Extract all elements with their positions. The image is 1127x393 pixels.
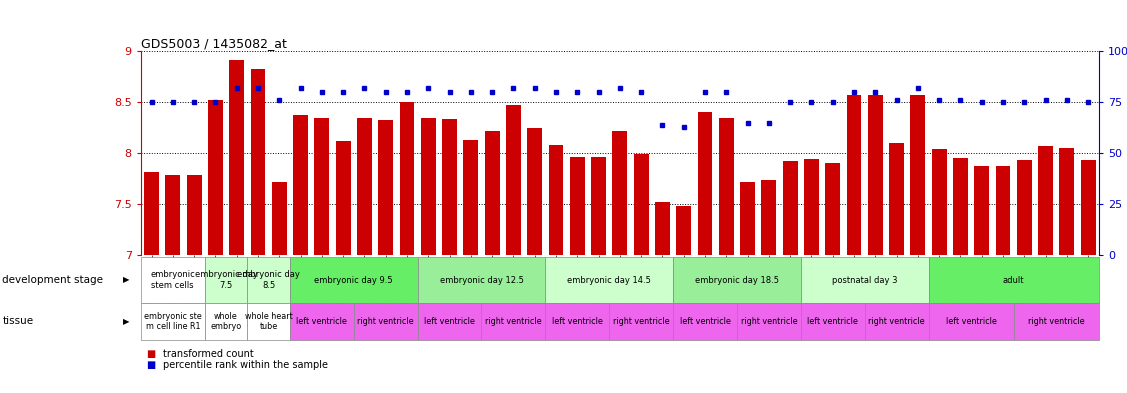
Bar xyxy=(762,180,777,255)
Bar xyxy=(336,141,350,255)
Text: adult: adult xyxy=(1003,275,1024,285)
Text: left ventricle: left ventricle xyxy=(424,317,474,326)
Text: percentile rank within the sample: percentile rank within the sample xyxy=(163,360,328,369)
Text: embryonic day
7.5: embryonic day 7.5 xyxy=(195,270,257,290)
Text: left ventricle: left ventricle xyxy=(680,317,730,326)
Bar xyxy=(591,157,606,255)
Bar xyxy=(1059,148,1074,255)
Bar xyxy=(250,70,266,255)
Text: left ventricle: left ventricle xyxy=(807,317,858,326)
Bar xyxy=(527,128,542,255)
Bar xyxy=(676,206,691,255)
Text: embryonic day
8.5: embryonic day 8.5 xyxy=(237,270,300,290)
Text: right ventricle: right ventricle xyxy=(613,317,669,326)
Bar xyxy=(889,143,904,255)
Bar xyxy=(698,112,712,255)
Text: embryonic ste
m cell line R1: embryonic ste m cell line R1 xyxy=(144,312,202,331)
Text: postnatal day 3: postnatal day 3 xyxy=(832,275,897,285)
Text: embryonic day 9.5: embryonic day 9.5 xyxy=(314,275,393,285)
Bar xyxy=(612,131,628,255)
Bar xyxy=(1081,160,1095,255)
Bar xyxy=(655,202,669,255)
Bar xyxy=(1017,160,1032,255)
Bar xyxy=(187,175,202,255)
Text: ▶: ▶ xyxy=(123,317,130,326)
Bar xyxy=(825,163,841,255)
Bar xyxy=(953,158,968,255)
Text: embryonic day 12.5: embryonic day 12.5 xyxy=(440,275,523,285)
Bar xyxy=(974,165,990,255)
Bar xyxy=(911,95,925,255)
Text: embryonic
stem cells: embryonic stem cells xyxy=(150,270,195,290)
Bar xyxy=(229,60,245,255)
Text: ■: ■ xyxy=(147,360,156,369)
Bar xyxy=(357,118,372,255)
Text: whole
embryo: whole embryo xyxy=(211,312,241,331)
Bar xyxy=(932,149,947,255)
Bar xyxy=(570,157,585,255)
Bar xyxy=(463,140,478,255)
Bar xyxy=(379,119,393,255)
Text: embryonic day 14.5: embryonic day 14.5 xyxy=(567,275,651,285)
Bar xyxy=(272,182,286,255)
Text: ▶: ▶ xyxy=(123,275,130,285)
Text: right ventricle: right ventricle xyxy=(740,317,797,326)
Text: right ventricle: right ventricle xyxy=(868,317,925,326)
Text: right ventricle: right ventricle xyxy=(485,317,542,326)
Text: tissue: tissue xyxy=(2,316,34,326)
Bar xyxy=(804,160,819,255)
Bar xyxy=(995,165,1011,255)
Bar xyxy=(420,118,436,255)
Text: whole heart
tube: whole heart tube xyxy=(245,312,293,331)
Bar xyxy=(166,175,180,255)
Bar xyxy=(207,100,223,255)
Text: left ventricle: left ventricle xyxy=(552,317,603,326)
Bar xyxy=(633,154,649,255)
Text: left ventricle: left ventricle xyxy=(946,317,996,326)
Bar xyxy=(549,145,564,255)
Bar xyxy=(846,95,861,255)
Text: right ventricle: right ventricle xyxy=(357,317,414,326)
Bar xyxy=(740,182,755,255)
Text: left ventricle: left ventricle xyxy=(296,317,347,326)
Text: transformed count: transformed count xyxy=(163,349,255,359)
Bar xyxy=(144,172,159,255)
Bar xyxy=(485,131,499,255)
Bar xyxy=(782,162,798,255)
Text: development stage: development stage xyxy=(2,275,104,285)
Bar xyxy=(442,119,458,255)
Text: right ventricle: right ventricle xyxy=(1028,317,1084,326)
Text: ■: ■ xyxy=(147,349,156,359)
Bar xyxy=(314,118,329,255)
Bar xyxy=(293,116,308,255)
Bar xyxy=(400,102,415,255)
Text: embryonic day 18.5: embryonic day 18.5 xyxy=(695,275,779,285)
Bar xyxy=(1038,146,1053,255)
Text: GDS5003 / 1435082_at: GDS5003 / 1435082_at xyxy=(141,37,286,50)
Bar xyxy=(719,118,734,255)
Bar xyxy=(506,105,521,255)
Bar xyxy=(868,95,882,255)
